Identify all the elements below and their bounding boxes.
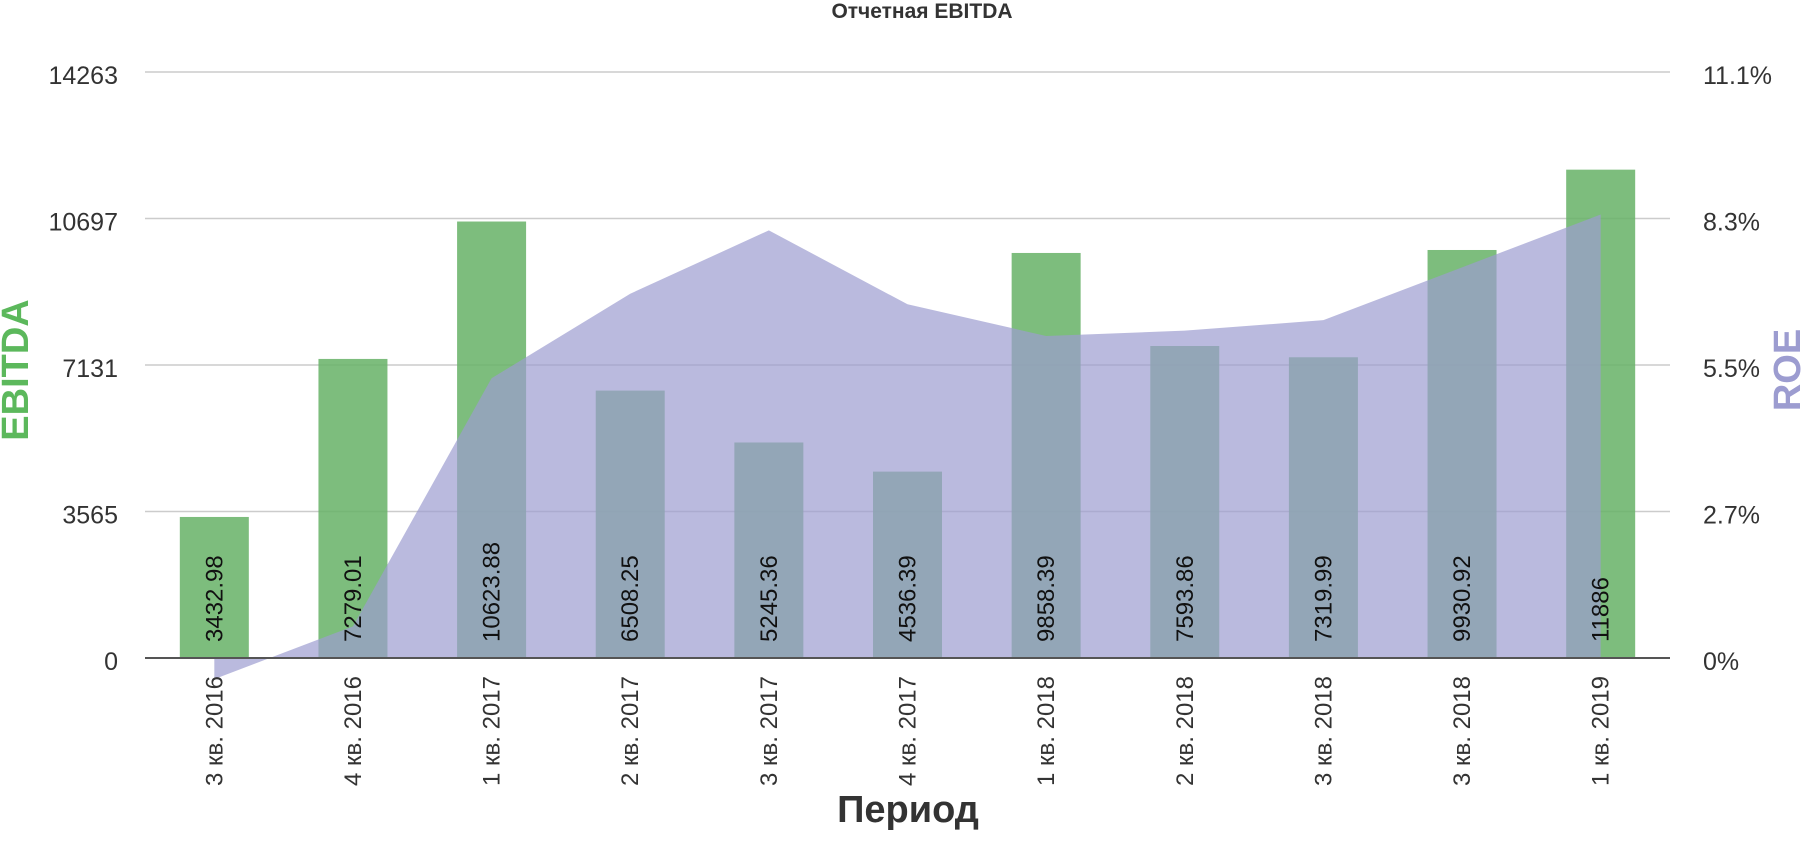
bar-data-label: 7279.01 [340, 555, 367, 642]
bar-data-label: 6508.25 [617, 555, 644, 642]
y-tick-label: 7131 [62, 355, 118, 383]
x-tick-label: 1 кв. 2017 [479, 676, 506, 786]
bar-data-label: 10623.88 [479, 542, 506, 642]
bar-data-label: 5245.36 [756, 555, 783, 642]
x-tick-labels: 3 кв. 2016 4 кв. 2016 1 кв. 2017 2 кв. 2017… [201, 676, 1614, 786]
roe-area [214, 214, 1601, 680]
bar-data-label: 9930.92 [1449, 555, 1476, 642]
ebitda-bar [179, 516, 249, 658]
bar-data-label: 7593.86 [1172, 555, 1199, 642]
bar-data-label: 11886 [1588, 577, 1615, 642]
x-tick-label: 3 кв. 2018 [1310, 676, 1337, 786]
y-tick-label: 3565 [62, 502, 118, 530]
y-tick-label: 14263 [48, 62, 118, 90]
x-tick-label: 3 кв. 2018 [1449, 676, 1476, 786]
x-axis-title: Период [837, 789, 979, 831]
bar-data-label: 9858.39 [1033, 555, 1060, 642]
x-tick-label: 3 кв. 2017 [756, 676, 783, 786]
x-tick-label: 1 кв. 2019 [1588, 676, 1615, 786]
y2-tick-label: 0% [1703, 648, 1739, 676]
bar-data-label: 4536.39 [895, 555, 922, 642]
bar-data-label: 3432.98 [201, 555, 228, 642]
y-tick-label: 0 [104, 648, 118, 676]
data-labels: 3432.98 7279.01 10623.88 6508.25 5245.36 4536… [201, 542, 1614, 642]
x-tick-label: 3 кв. 2016 [201, 676, 228, 786]
y-axis-title: EBITDA [0, 299, 37, 440]
roe-series [214, 214, 1601, 680]
y-tick-label: 10697 [48, 209, 118, 237]
y-tick-labels: 0 3565 7131 10697 14263 [48, 62, 118, 676]
bar-data-label: 7319.99 [1310, 555, 1337, 642]
y2-tick-label: 8.3% [1703, 209, 1760, 237]
x-tick-label: 4 кв. 2016 [340, 676, 367, 786]
y2-axis-title: ROE [1767, 329, 1809, 411]
x-tick-label: 2 кв. 2017 [617, 676, 644, 786]
x-tick-label: 4 кв. 2017 [895, 676, 922, 786]
chart-title: Отчетная EBITDA [831, 0, 1012, 23]
x-tick-label: 1 кв. 2018 [1033, 676, 1060, 786]
y2-tick-label: 11.1% [1703, 62, 1772, 90]
y2-tick-labels: 0% 2.7% 5.5% 8.3% 11.1% [1703, 62, 1772, 676]
y2-tick-label: 5.5% [1703, 355, 1760, 383]
y2-tick-label: 2.7% [1703, 502, 1760, 530]
x-tick-label: 2 кв. 2018 [1172, 676, 1199, 786]
